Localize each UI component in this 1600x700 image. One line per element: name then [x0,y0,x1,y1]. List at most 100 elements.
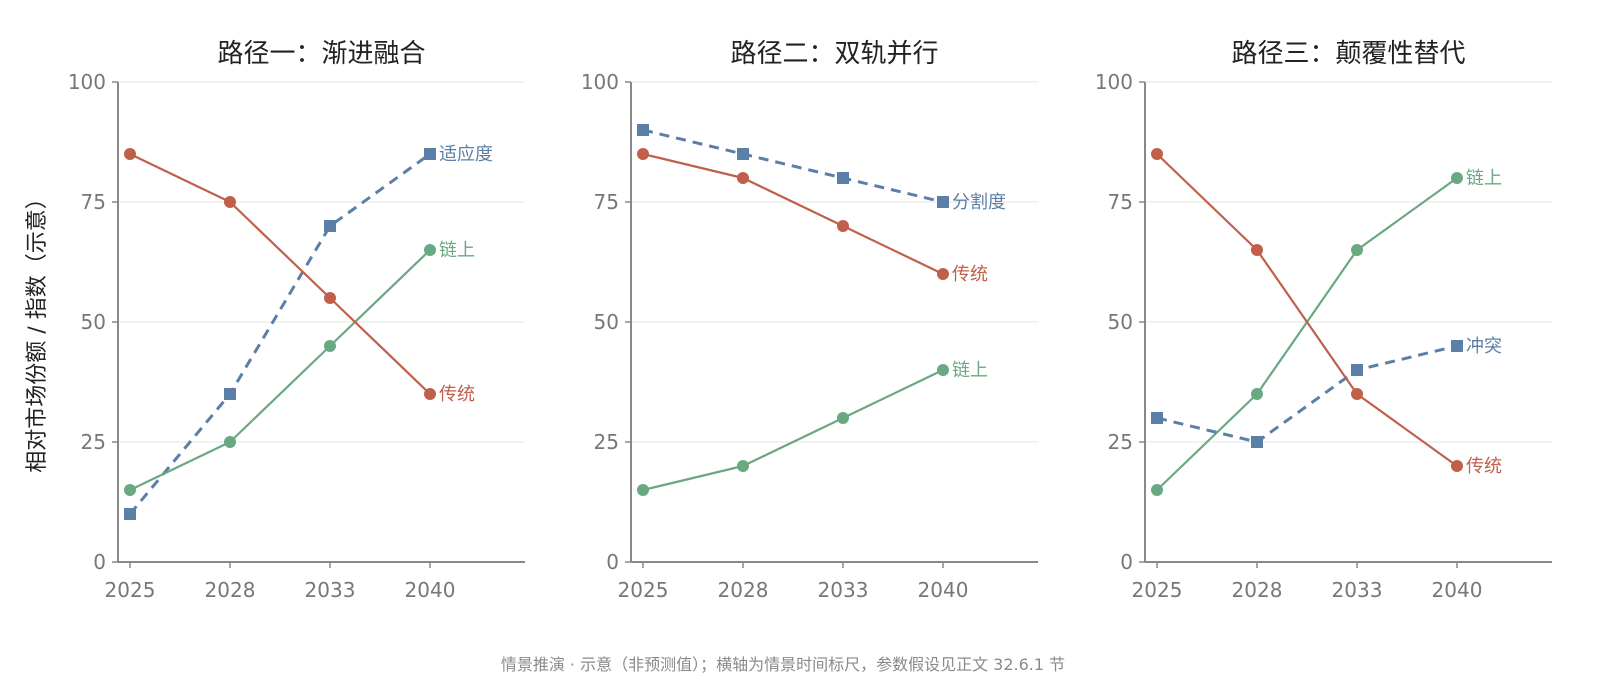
data-point-circle [224,436,236,448]
data-point-square [1351,364,1363,376]
x-tick-label: 2028 [205,578,256,602]
series-line [642,128,944,204]
panel-2: 路径二：双轨并行 0 25 50 75 100 2025 2028 2033 2040 分割度传统链… [581,39,1038,602]
data-point-circle [737,460,749,472]
data-point-circle [124,148,136,160]
data-point-circle [837,412,849,424]
y-axis-label: 相对市场份额 / 指数（示意） [25,187,50,472]
data-point-circle [324,292,336,304]
y-tick-label: 0 [1120,550,1133,574]
data-point-circle [1251,388,1263,400]
series-end-label: 适应度 [439,144,493,165]
series-end-label: 冲突 [1466,336,1502,357]
series-e586b2e7aa81: 冲突 [1151,336,1502,448]
x-tick-label: 2025 [105,578,156,602]
data-point-circle [1251,244,1263,256]
data-point-circle [224,196,236,208]
series-line [129,249,431,491]
data-point-square [737,148,749,160]
series-e993bee4b88a: 链上 [637,360,988,496]
series-end-label: 链上 [439,240,475,261]
data-point-circle [937,268,949,280]
series-e4bca0e7bb9f: 传统 [124,148,475,405]
data-point-circle [424,244,436,256]
data-point-square [937,196,949,208]
panel-title: 路径三：颠覆性替代 [1231,39,1465,69]
panel-title: 路径一：渐进融合 [217,39,425,69]
x-tick-label: 2033 [1332,578,1383,602]
x-tick-label: 2028 [1232,578,1283,602]
data-point-circle [1151,484,1163,496]
series-line [642,369,944,492]
series-e58886e589b2e5baa6: 分割度 [637,124,1006,213]
y-tick-label: 75 [81,190,106,214]
series-end-label: 传统 [952,264,988,285]
series-line [1156,153,1458,467]
series-e4bca0e7bb9f: 传统 [637,148,988,285]
y-tick-label: 100 [68,70,106,94]
series-e993bee4b88a: 链上 [1151,168,1502,496]
data-point-circle [1151,148,1163,160]
series-e4bca0e7bb9f: 传统 [1151,148,1502,477]
series-line [1156,177,1458,491]
footnote: 情景推演 · 示意（非预测值）；横轴为情景时间标尺，参数假设见正文 32.6.1… [501,655,1065,674]
y-tick-label: 50 [1108,310,1133,334]
data-point-circle [637,484,649,496]
series-e98082e5ba94e5baa6: 适应度 [124,144,493,520]
data-point-square [224,388,236,400]
series-end-label: 链上 [952,360,988,381]
series-end-label: 链上 [1466,168,1502,189]
data-point-square [324,220,336,232]
x-tick-label: 2040 [918,578,969,602]
x-tick-label: 2033 [818,578,869,602]
y-tick-label: 50 [81,310,106,334]
series-end-label: 分割度 [952,192,1006,213]
data-point-circle [637,148,649,160]
x-tick-label: 2025 [618,578,669,602]
data-point-circle [937,364,949,376]
data-point-circle [1451,460,1463,472]
y-tick-label: 100 [581,70,619,94]
y-tick-label: 25 [81,430,106,454]
data-point-square [1151,412,1163,424]
panel-3: 路径三：颠覆性替代 0 25 50 75 100 2025 2028 2033 2040 链上冲突传… [1095,39,1552,602]
y-tick-label: 50 [594,310,619,334]
data-point-square [424,148,436,160]
panel-title: 路径二：双轨并行 [730,39,938,69]
y-tick-label: 75 [594,190,619,214]
series-line [642,152,944,275]
x-tick-label: 2025 [1132,578,1183,602]
series-end-label: 传统 [439,384,475,405]
data-point-circle [424,388,436,400]
data-point-circle [124,484,136,496]
y-tick-label: 25 [1108,430,1133,454]
series-line [128,152,431,515]
x-tick-label: 2028 [718,578,769,602]
panel-1: 路径一：渐进融合 0 25 50 75 100 2025 2028 2033 2040 适应度链上传… [68,39,525,602]
series-line [129,153,431,395]
data-point-square [1451,340,1463,352]
x-tick-label: 2033 [305,578,356,602]
x-tick-label: 2040 [405,578,456,602]
x-tick-label: 2040 [1432,578,1483,602]
y-tick-label: 75 [1108,190,1133,214]
data-point-square [837,172,849,184]
series-line [1156,344,1458,444]
data-point-square [637,124,649,136]
data-point-circle [1451,172,1463,184]
data-point-square [124,508,136,520]
series-end-label: 传统 [1466,456,1502,477]
series-e993bee4b88a: 链上 [124,240,475,496]
y-tick-label: 0 [93,550,106,574]
y-tick-label: 100 [1095,70,1133,94]
data-point-circle [324,340,336,352]
y-tick-label: 25 [594,430,619,454]
data-point-circle [837,220,849,232]
data-point-circle [737,172,749,184]
data-point-circle [1351,244,1363,256]
y-tick-label: 0 [606,550,619,574]
data-point-circle [1351,388,1363,400]
data-point-square [1251,436,1263,448]
